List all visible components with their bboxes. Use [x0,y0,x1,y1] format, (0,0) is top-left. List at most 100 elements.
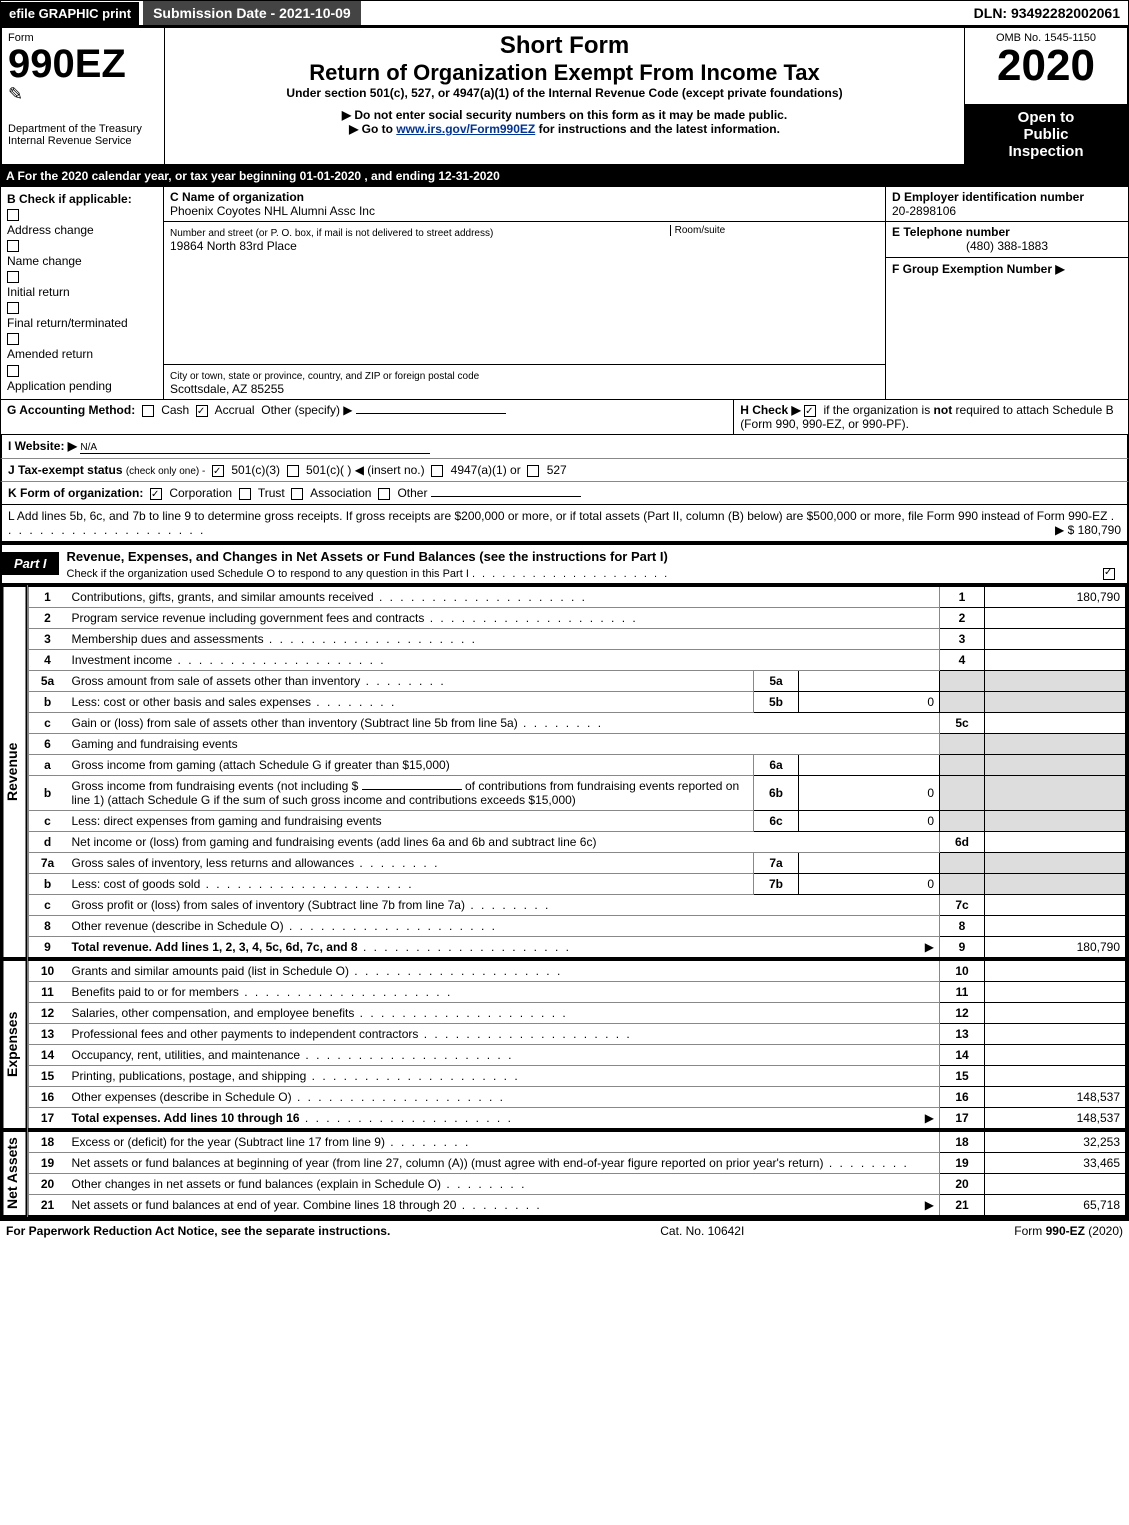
ln9-col: 9 [940,936,985,958]
cb-501c[interactable] [287,465,299,477]
ln8-num: 8 [28,915,67,936]
accrual-label: Accrual [215,403,255,417]
ln6c-grey [940,810,985,831]
boxh-t2: required to attach Schedule B [952,403,1113,417]
cb-address[interactable] [7,209,19,221]
ln7b-samt: 0 [799,873,940,894]
goto-post: for instructions and the latest informat… [535,122,780,136]
box-h: H Check ▶ if the organization is not req… [734,400,1129,435]
ln2-num: 2 [28,607,67,628]
ln6a-grey [940,754,985,775]
line-7b: b Less: cost of goods sold 7b 0 [28,873,1126,894]
ln7b-num: b [28,873,67,894]
cb-amended[interactable] [7,333,19,345]
cb-kother[interactable] [378,488,390,500]
ln7c-desc: Gross profit or (loss) from sales of inv… [72,898,465,912]
line-9: 9 Total revenue. Add lines 1, 2, 3, 4, 5… [28,936,1126,958]
ln6d-amt [985,831,1127,852]
cb-501c3[interactable] [212,465,224,477]
footer-left: For Paperwork Reduction Act Notice, see … [6,1224,390,1238]
expenses-section: Expenses 10 Grants and similar amounts p… [0,959,1129,1130]
ln19-desc: Net assets or fund balances at beginning… [72,1156,824,1170]
cb-pending[interactable] [7,365,19,377]
ln5a-grey2 [985,670,1127,691]
ln5a-num: 5a [28,670,67,691]
revenue-label: Revenue [2,585,28,959]
cb-assoc[interactable] [291,488,303,500]
box-c-city: City or town, state or province, country… [164,364,886,399]
box-e-f: E Telephone number (480) 388-1883 F Grou… [886,221,1129,399]
ln12-num: 12 [28,1002,67,1023]
ln10-col: 10 [940,960,985,982]
ln6d-num: d [28,831,67,852]
ln19-amt: 33,465 [985,1152,1127,1173]
irs-link[interactable]: www.irs.gov/Form990EZ [396,122,535,136]
ln6a-grey2 [985,754,1127,775]
ln2-desc: Program service revenue including govern… [72,611,425,625]
boxh-t3: (Form 990, 990-EZ, or 990-PF). [740,417,909,431]
ln5b-num: b [28,691,67,712]
ln6a-sub: 6a [754,754,799,775]
cb-cash[interactable] [142,405,154,417]
cb-accrual[interactable] [196,405,208,417]
website-value: N/A [80,442,97,453]
open-line3: Inspection [971,143,1121,160]
cb-527[interactable] [527,465,539,477]
efile-print-button[interactable]: efile GRAPHIC print [1,2,139,25]
ln11-num: 11 [28,981,67,1002]
top-bar-left: efile GRAPHIC print Submission Date - 20… [1,1,361,25]
ln11-amt [985,981,1127,1002]
cb-4947[interactable] [431,465,443,477]
ln21-col: 21 [940,1194,985,1216]
dln-number: DLN: 93492282002061 [966,1,1128,25]
ln4-desc: Investment income [72,653,173,667]
ln19-num: 19 [28,1152,67,1173]
box-b: B Check if applicable: Address change Na… [1,186,164,399]
other-label: Other (specify) ▶ [261,403,352,417]
footer-cat: Cat. No. 10642I [660,1224,744,1238]
ln9-amt: 180,790 [985,936,1127,958]
ln8-amt [985,915,1127,936]
cb-corp[interactable] [150,488,162,500]
ln9-arrow: ▶ [925,940,934,954]
ln8-col: 8 [940,915,985,936]
line-6d: d Net income or (loss) from gaming and f… [28,831,1126,852]
cb-schedo[interactable] [1103,568,1115,580]
cb-scheduleb[interactable] [804,405,816,417]
k-other: Other [397,486,427,500]
form-header: Form 990EZ ✎ Department of the Treasury … [0,26,1129,166]
line-13: 13 Professional fees and other payments … [28,1023,1126,1044]
cb-trust[interactable] [239,488,251,500]
cb-address-label: Address change [7,221,157,240]
box-j-sub: (check only one) - [126,466,205,477]
cb-final[interactable] [7,302,19,314]
ln14-desc: Occupancy, rent, utilities, and maintena… [72,1048,301,1062]
ln14-num: 14 [28,1044,67,1065]
line-6a: a Gross income from gaming (attach Sched… [28,754,1126,775]
city-value: Scottsdale, AZ 85255 [170,382,284,396]
ln13-amt [985,1023,1127,1044]
line-2: 2 Program service revenue including gove… [28,607,1126,628]
cb-name[interactable] [7,240,19,252]
ln5a-grey [940,670,985,691]
box-a-period: A For the 2020 calendar year, or tax yea… [0,166,1129,186]
revenue-section: Revenue 1 Contributions, gifts, grants, … [0,585,1129,959]
line-17: 17 Total expenses. Add lines 10 through … [28,1107,1126,1129]
k-corp: Corporation [169,486,232,500]
footer: For Paperwork Reduction Act Notice, see … [0,1219,1129,1241]
ln4-amt [985,649,1127,670]
ln17-amt: 148,537 [985,1107,1127,1129]
cb-amended-label: Amended return [7,345,157,364]
phone-value: (480) 388-1883 [892,239,1122,253]
box-l: L Add lines 5b, 6c, and 7b to line 9 to … [0,505,1129,543]
box-l-text: L Add lines 5b, 6c, and 7b to line 9 to … [8,509,1107,523]
box-d: D Employer identification number 20-2898… [886,186,1129,221]
box-k-label: K Form of organization: [8,486,143,500]
ln14-amt [985,1044,1127,1065]
ln6d-col: 6d [940,831,985,852]
ln3-num: 3 [28,628,67,649]
footer-right-post: (2020) [1085,1224,1123,1238]
j-opt1: 501(c)(3) [231,463,280,477]
ln5c-num: c [28,712,67,733]
cb-initial[interactable] [7,271,19,283]
